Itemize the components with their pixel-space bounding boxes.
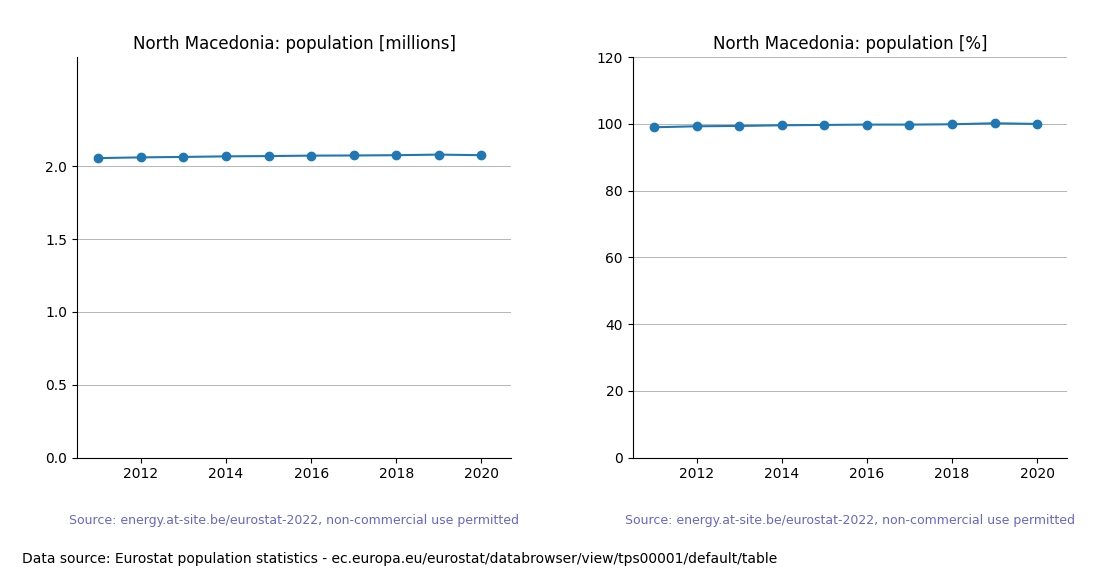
- Text: Source: energy.at-site.be/eurostat-2022, non-commercial use permitted: Source: energy.at-site.be/eurostat-2022,…: [69, 514, 519, 527]
- Text: Data source: Eurostat population statistics - ec.europa.eu/eurostat/databrowser/: Data source: Eurostat population statist…: [22, 553, 778, 566]
- Title: North Macedonia: population [%]: North Macedonia: population [%]: [713, 35, 987, 53]
- Title: North Macedonia: population [millions]: North Macedonia: population [millions]: [133, 35, 455, 53]
- Text: Source: energy.at-site.be/eurostat-2022, non-commercial use permitted: Source: energy.at-site.be/eurostat-2022,…: [625, 514, 1075, 527]
